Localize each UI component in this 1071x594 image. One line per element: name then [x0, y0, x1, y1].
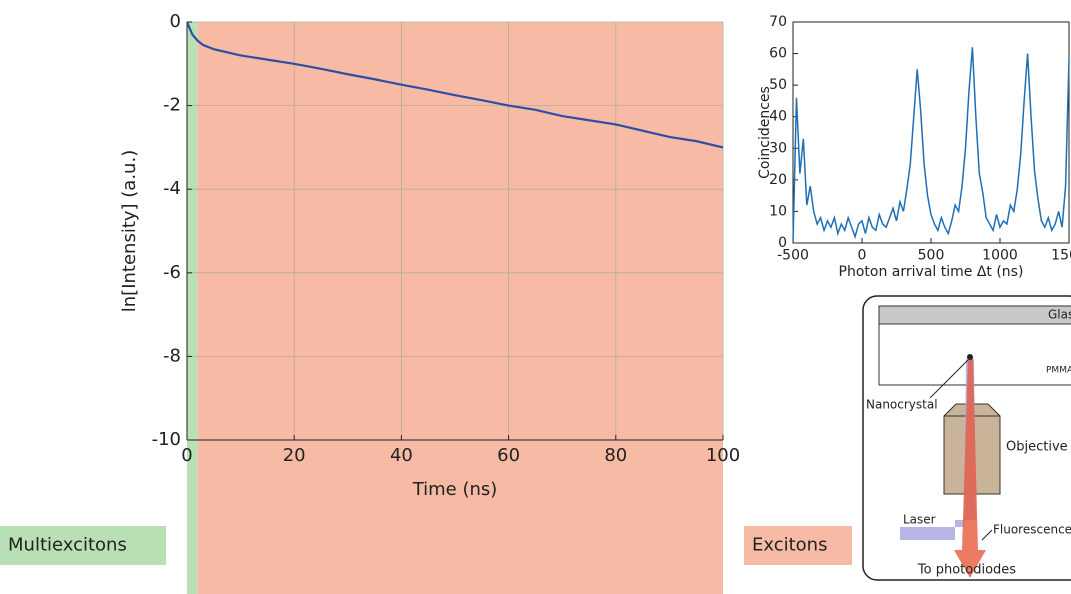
x-tick-label: 1500: [1051, 248, 1071, 264]
y-tick-label: 70: [769, 14, 787, 30]
y-tick-label: -2: [163, 95, 181, 116]
y-tick-label: 50: [769, 77, 787, 93]
diagram-frame: [862, 295, 1071, 581]
x-tick-label: 100: [706, 445, 740, 466]
y-tick-label: 30: [769, 140, 787, 156]
x-tick-label: 1000: [982, 248, 1018, 264]
label: Glass: [1048, 308, 1071, 322]
region-label: Multiexcitons: [8, 535, 127, 556]
x-tick-label: 20: [283, 445, 306, 466]
region: [187, 22, 198, 594]
x-tick-label: 40: [390, 445, 413, 466]
setup-diagram: Glass PMMA Nanocrystal Objective Laser F…: [862, 295, 1071, 581]
y-tick-label: 0: [170, 11, 181, 32]
y-tick-label: -4: [163, 178, 181, 199]
fluorescence-beam: [954, 358, 986, 578]
x-tick-label: -500: [777, 248, 809, 264]
x-tick-label: 60: [497, 445, 520, 466]
glass-layer: [878, 305, 1071, 325]
region-label-box: [744, 526, 852, 565]
y-tick-label: 10: [769, 203, 787, 219]
label: Laser: [903, 513, 936, 527]
label: Fluorescence: [993, 523, 1071, 537]
nanocrystal: [967, 354, 973, 360]
y-tick-label: 60: [769, 46, 787, 62]
data-line: [185, 21, 724, 149]
label: PMMA: [1046, 366, 1071, 376]
y-tick-label: 40: [769, 109, 787, 125]
x-tick-label: 0: [858, 248, 867, 264]
x-axis-label: Time (ns): [412, 479, 498, 500]
fluorescence-pointer: [981, 529, 993, 541]
y-tick-label: -10: [152, 429, 181, 450]
plot-frame: [792, 21, 1070, 244]
x-tick-label: 80: [604, 445, 627, 466]
label: Objective: [1006, 440, 1068, 455]
data-line: [792, 47, 1070, 244]
y-tick-label: -6: [163, 262, 181, 283]
y-tick-label: 20: [769, 172, 787, 188]
y-tick-label: 0: [778, 235, 787, 251]
x-tick-label: 500: [918, 248, 945, 264]
nanocrystal-pointer: [929, 359, 969, 399]
y-axis-label: ln[Intensity] (a.u.): [119, 150, 140, 312]
pmma-layer: [878, 323, 1071, 386]
region-label-box: [0, 526, 166, 565]
region: [197, 22, 724, 594]
label: To photodiodes: [917, 563, 1016, 578]
region-label: Excitons: [752, 535, 827, 556]
x-axis-label: Photon arrival time Δt (ns): [839, 264, 1024, 280]
x-tick-label: 0: [181, 445, 192, 466]
y-tick-label: -8: [163, 345, 181, 366]
label: Nanocrystal: [866, 398, 938, 412]
y-axis-label: Coincidences: [757, 86, 773, 179]
